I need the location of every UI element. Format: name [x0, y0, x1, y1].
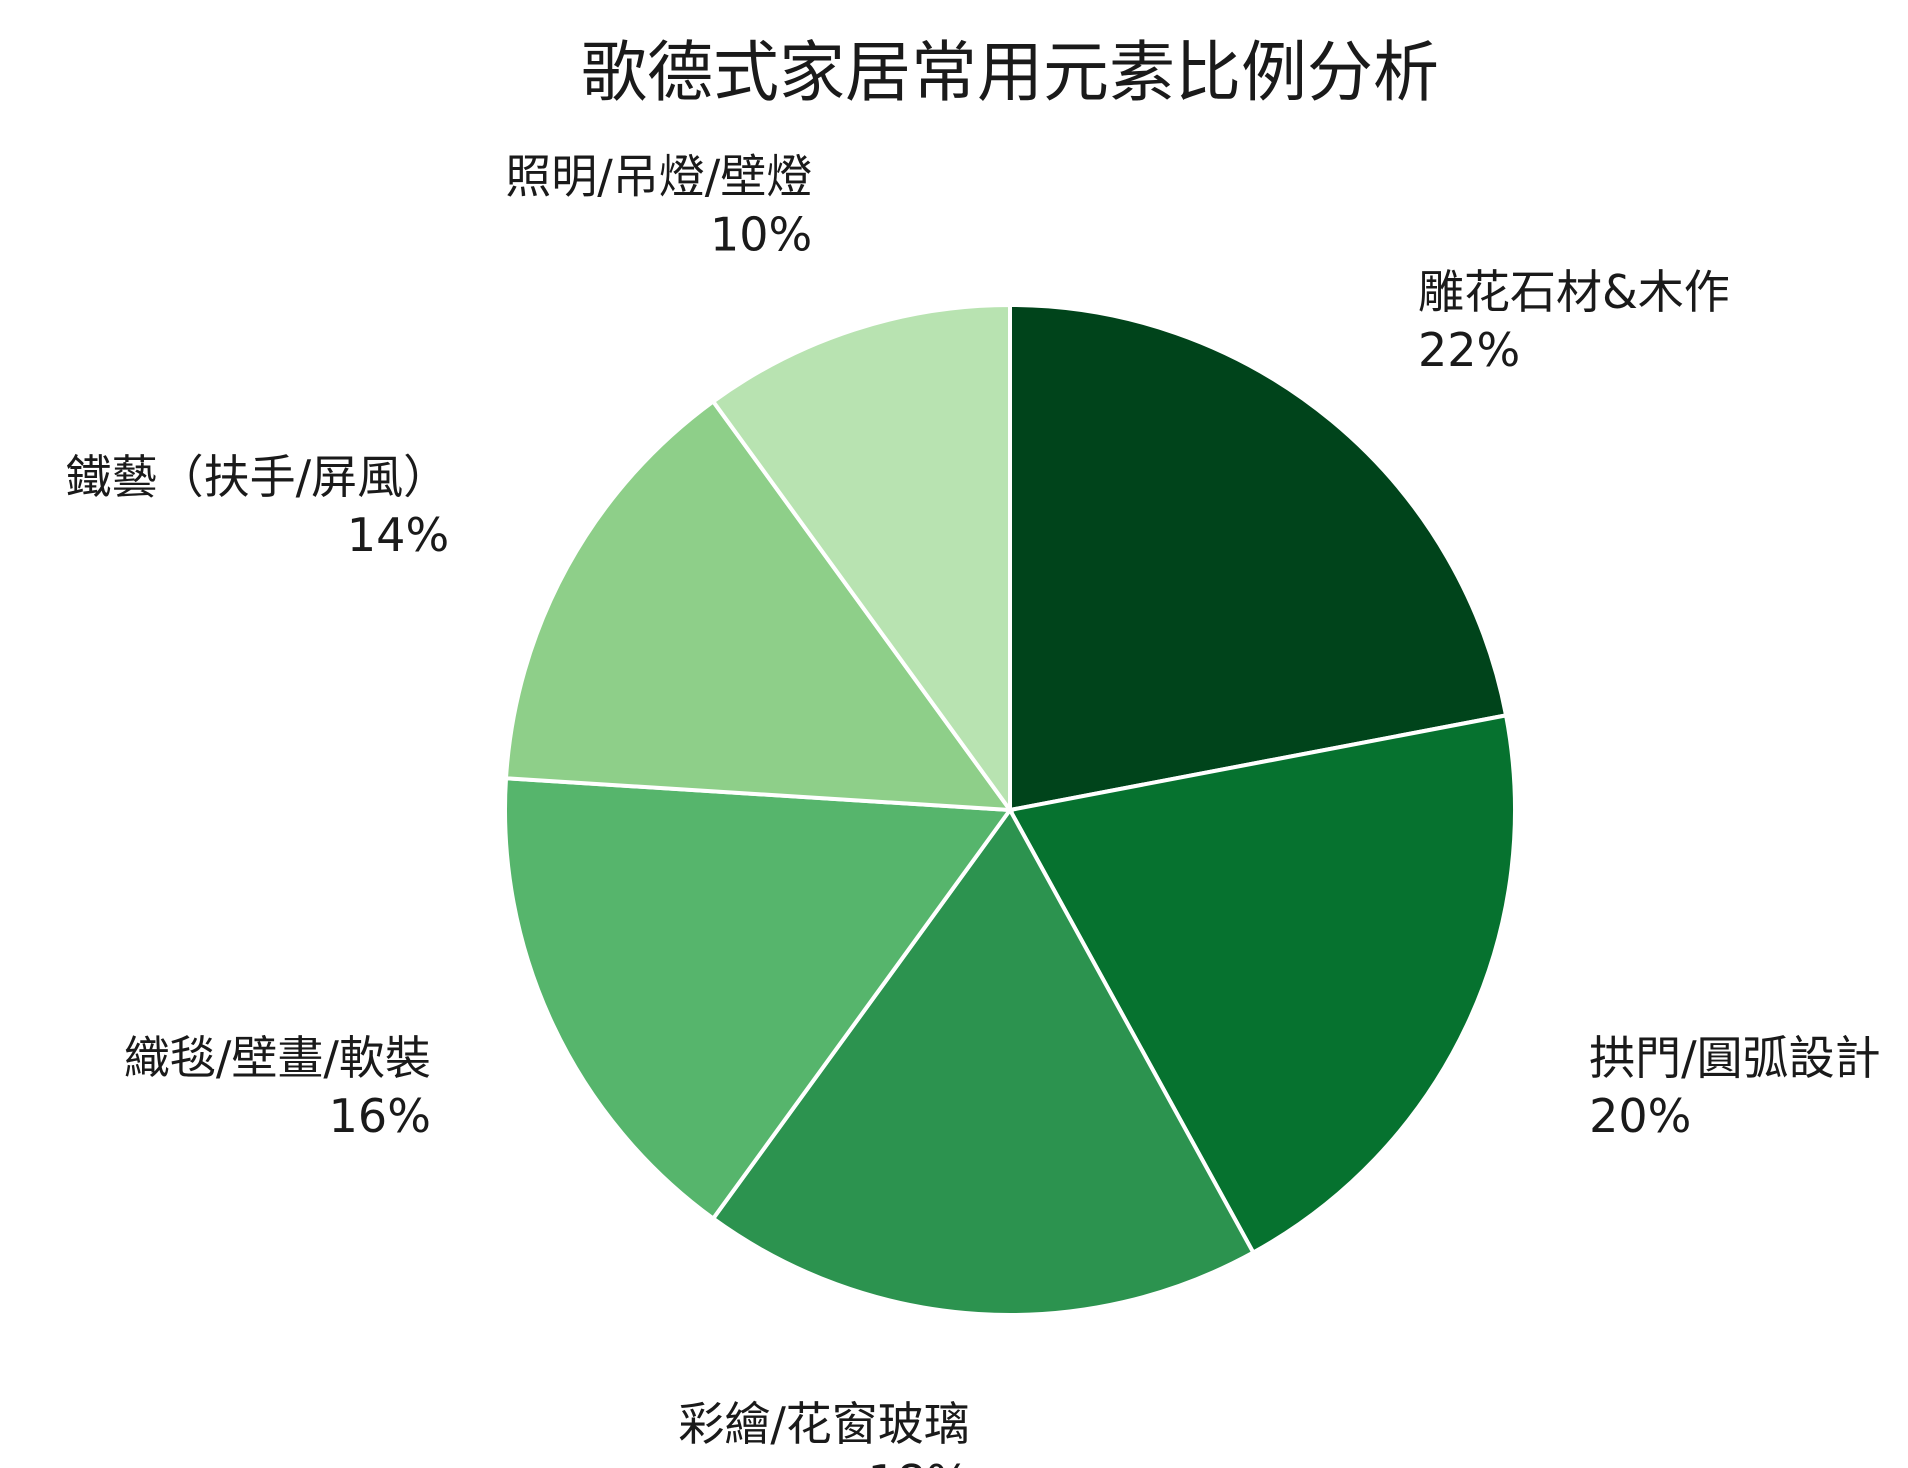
pie-slice-4 — [503, 776, 1014, 1222]
slice-value-label-5: 14% — [347, 508, 449, 562]
slice-value-label-6: 10% — [710, 208, 812, 262]
pie-slice-5 — [503, 398, 1015, 813]
slice-label-6: 照明/吊燈/壁燈 — [505, 150, 812, 204]
slice-label-5: 鐵藝（扶手/屏風） — [66, 450, 450, 504]
slice-label-2: 拱門/圓弧設計 — [1589, 1031, 1881, 1085]
slice-label-4: 織毯/壁畫/軟裝 — [124, 1031, 431, 1085]
slice-value-label-3: 18% — [868, 1455, 970, 1468]
slice-value-label-2: 20% — [1589, 1089, 1691, 1143]
pie-slice-2 — [1006, 713, 1518, 1256]
chart-title: 歌德式家居常用元素比例分析 — [581, 34, 1439, 111]
slice-label-1: 雕花石材&木作 — [1418, 265, 1730, 319]
pie-slice-3 — [710, 806, 1257, 1317]
slice-value-label-4: 16% — [329, 1089, 431, 1143]
pie-slices — [503, 302, 1518, 1317]
slice-value-label-1: 22% — [1418, 323, 1520, 377]
pie-slice-6 — [710, 302, 1012, 817]
slice-label-3: 彩繪/花窗玻璃 — [678, 1397, 970, 1451]
pie-slice-1 — [1008, 302, 1509, 813]
